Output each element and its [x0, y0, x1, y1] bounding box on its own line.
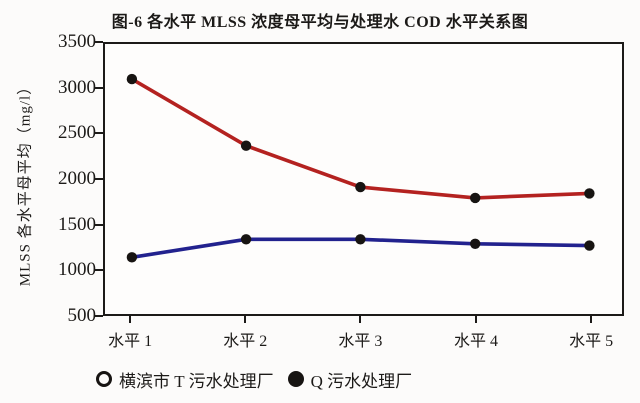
x-tick-label: 水平 4	[454, 333, 499, 350]
data-point	[240, 140, 252, 151]
y-tick-label: 500	[67, 305, 97, 326]
y-tick-label: 3000	[58, 76, 96, 98]
y-axis-label: MLSS 各水平母平均（mg/l）	[17, 78, 34, 287]
y-tick-mark	[95, 86, 103, 89]
y-tick-label: 1500	[58, 213, 96, 235]
filled-circle-icon	[287, 371, 304, 387]
x-tick-label: 水平 2	[223, 333, 268, 350]
chart-title: 图-6 各水平 MLSS 浓度母平均与处理水 COD 水平关系图	[111, 14, 529, 31]
y-tick-mark	[95, 132, 103, 135]
data-point	[584, 188, 595, 199]
data-point	[355, 181, 366, 193]
legend: 横滨市 T 污水处理厂 Q 污水处理厂	[96, 367, 412, 391]
series-line-1	[130, 77, 592, 200]
legend-item-t-plant: 横滨市 T 污水处理厂	[96, 367, 274, 392]
x-tick-mark	[129, 316, 132, 323]
legend-item-q-plant: Q 污水处理厂	[287, 367, 413, 392]
y-tick-label: 3500	[58, 31, 96, 52]
data-point	[126, 73, 138, 85]
data-point	[126, 252, 138, 263]
data-point	[470, 192, 481, 204]
data-point	[470, 238, 481, 249]
y-tick-mark	[95, 178, 103, 180]
x-tick-mark	[475, 316, 478, 323]
y-tick-label: 2000	[58, 168, 96, 189]
y-tick-mark	[95, 269, 103, 272]
data-point	[355, 234, 366, 245]
plot-area	[103, 42, 624, 316]
x-tick-mark	[244, 316, 247, 323]
x-tick-mark	[359, 316, 362, 323]
y-tick-label: 1000	[58, 259, 96, 281]
data-point	[240, 234, 252, 245]
x-tick-label: 水平 3	[338, 333, 383, 350]
y-tick-label: 2500	[58, 122, 96, 144]
y-tick-mark	[95, 315, 103, 317]
legend-label-q-plant: Q 污水处理厂	[310, 371, 413, 391]
legend-label-t-plant: 横滨市 T 污水处理厂	[119, 371, 274, 391]
plot-svg	[126, 73, 595, 263]
x-tick-label: 水平 5	[569, 333, 614, 350]
data-point	[584, 240, 595, 251]
x-tick-mark	[590, 316, 593, 323]
y-tick-mark	[95, 223, 103, 226]
y-tick-mark	[95, 41, 103, 43]
x-tick-label: 水平 1	[108, 333, 153, 350]
open-circle-icon	[96, 371, 112, 387]
